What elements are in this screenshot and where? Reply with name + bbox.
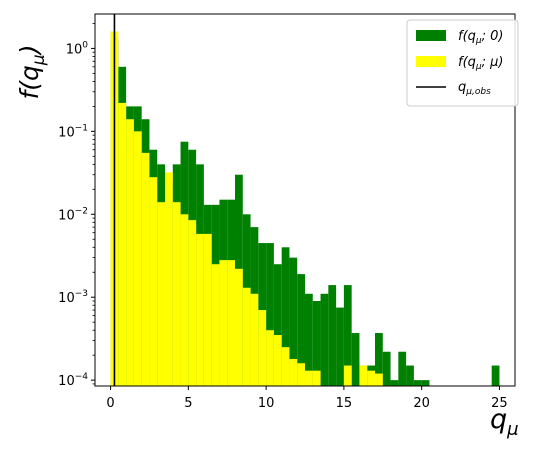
bar-null-21 — [273, 264, 282, 386]
bar-null-27 — [320, 293, 329, 386]
bar-signal-7 — [165, 172, 173, 386]
x-tick-label: 10 — [258, 396, 275, 411]
bar-signal-25 — [305, 370, 313, 386]
bars-layer — [110, 31, 500, 387]
bar-null-23 — [289, 257, 298, 386]
legend-label-signal: f(qμ; μ) — [458, 55, 504, 72]
bar-signal-22 — [281, 347, 290, 386]
bar-signal-1 — [118, 102, 127, 386]
bar-signal-19 — [258, 310, 267, 386]
bar-null-24 — [297, 274, 305, 386]
bar-signal-28 — [359, 365, 368, 386]
bar-null-25 — [305, 293, 313, 386]
bar-signal-9 — [180, 214, 189, 386]
y-axis-title: f(qμ) — [15, 44, 49, 99]
x-axis-ticks: 0 5 10 15 20 25 — [106, 386, 508, 411]
x-tick-label: 0 — [106, 396, 114, 411]
legend: f(qμ; 0) f(qμ; μ) qμ,obs — [406, 19, 519, 107]
bar-null-39 — [413, 380, 422, 386]
bar-signal-2 — [126, 119, 134, 387]
y-axis-ticks: 10−4 10−3 10−2 10−1 100 — [58, 23, 95, 389]
x-tick-label: 15 — [336, 396, 353, 411]
bar-null-22 — [281, 247, 290, 386]
bar-signal-27 — [343, 365, 352, 386]
bar-signal-18 — [250, 293, 259, 386]
bar-signal-8 — [172, 202, 181, 386]
bar-null-35 — [382, 351, 391, 386]
bar-null-29 — [336, 307, 344, 386]
bar-signal-11 — [196, 233, 204, 386]
plot-frame — [94, 13, 516, 387]
legend-label-null: f(qμ; 0) — [458, 29, 504, 46]
bar-null-28 — [328, 285, 337, 386]
y-tick-label: 10−2 — [58, 206, 88, 223]
bar-signal-15 — [227, 260, 235, 386]
bar-null-37 — [398, 351, 407, 386]
bar-signal-20 — [266, 330, 274, 386]
x-tick-label: 25 — [491, 396, 508, 411]
bar-null-40 — [421, 380, 430, 386]
legend-swatch-null — [416, 30, 446, 41]
bar-null-41 — [491, 365, 500, 386]
legend-label-observed: qμ,obs — [458, 80, 491, 97]
bar-null-36 — [390, 380, 399, 386]
y-tick-label: 10−1 — [58, 123, 88, 140]
bar-signal-6 — [157, 202, 165, 386]
bar-signal-23 — [289, 358, 298, 386]
bar-null-31 — [351, 333, 360, 386]
bar-signal-30 — [375, 373, 383, 386]
bar-signal-13 — [211, 264, 220, 386]
bar-signal-24 — [297, 363, 305, 386]
bar-null-20 — [266, 243, 274, 386]
bar-signal-3 — [133, 131, 142, 386]
y-tick-label: 10−3 — [58, 289, 88, 306]
y-tick-label: 100 — [66, 40, 89, 57]
x-tick-label: 5 — [184, 396, 192, 411]
bar-signal-10 — [188, 220, 197, 386]
bar-null-26 — [312, 301, 321, 386]
bar-signal-26 — [312, 370, 321, 386]
bar-signal-29 — [367, 370, 375, 386]
bar-signal-4 — [141, 152, 150, 386]
bar-signal-17 — [242, 287, 251, 386]
x-tick-label: 20 — [413, 396, 430, 411]
legend-swatch-signal — [416, 56, 446, 67]
bar-null-38 — [406, 365, 414, 386]
bar-signal-12 — [203, 233, 212, 386]
y-tick-label: 10−4 — [58, 372, 88, 389]
bar-signal-14 — [219, 260, 228, 386]
bar-signal-16 — [235, 268, 243, 386]
bar-null-34 — [375, 333, 383, 386]
bar-signal-21 — [273, 335, 282, 386]
x-axis-title: qμ — [490, 404, 519, 440]
bar-signal-5 — [149, 177, 158, 386]
bar-null-30 — [343, 285, 352, 386]
